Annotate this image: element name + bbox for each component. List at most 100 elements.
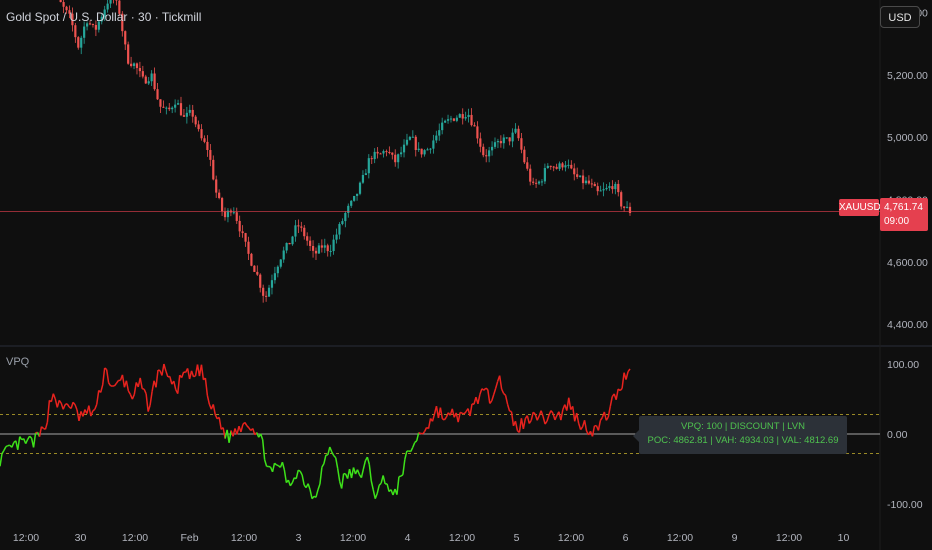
vpq-segment bbox=[378, 482, 382, 486]
candle-body bbox=[121, 13, 124, 32]
vpq-info-line-2: POC: 4862.81 | VAH: 4934.03 | VAL: 4812.… bbox=[647, 435, 839, 446]
candle bbox=[573, 163, 576, 181]
vpq-segment bbox=[78, 411, 82, 421]
chart-title[interactable]: Gold Spot / U.S. Dollar · 30 · Tickmill bbox=[6, 10, 202, 24]
vpq-axis-labels: 100.00 0.00 -100.00 bbox=[887, 359, 923, 511]
candle bbox=[273, 266, 277, 284]
vpq-info-box: VPQ: 100 | DISCOUNT | LVN POC: 4862.81 |… bbox=[639, 416, 847, 454]
vpq-segment bbox=[382, 475, 386, 485]
candle bbox=[590, 178, 593, 188]
vpq-segment bbox=[481, 388, 485, 391]
candle bbox=[176, 99, 180, 105]
candle-body bbox=[423, 150, 426, 155]
time-axis-label: 12:00 bbox=[449, 532, 475, 544]
candle-body bbox=[470, 114, 473, 126]
candle-body bbox=[573, 168, 576, 175]
vpq-segment bbox=[268, 465, 271, 468]
candle-body bbox=[358, 182, 362, 194]
currency-button[interactable]: USD bbox=[880, 6, 920, 28]
vpq-segment bbox=[139, 377, 143, 389]
vpq-segment bbox=[546, 414, 550, 422]
candle bbox=[435, 130, 438, 144]
candle bbox=[608, 182, 611, 191]
candle bbox=[262, 284, 265, 303]
candle bbox=[625, 201, 629, 209]
vpq-segment bbox=[372, 489, 376, 499]
vpq-segment bbox=[340, 473, 345, 489]
candle-body bbox=[250, 253, 253, 266]
vpq-segment bbox=[40, 426, 44, 430]
vpq-segment bbox=[32, 432, 37, 448]
candle-body bbox=[596, 186, 599, 192]
vpq-segment bbox=[74, 404, 78, 411]
vpq-segment bbox=[1, 449, 5, 455]
candle bbox=[232, 207, 235, 215]
candle bbox=[182, 109, 186, 118]
vpq-segment bbox=[597, 420, 602, 431]
candle bbox=[171, 106, 174, 114]
candle-body bbox=[168, 107, 171, 110]
candle bbox=[135, 62, 139, 75]
vpq-segment bbox=[500, 388, 505, 394]
candle-body bbox=[332, 239, 335, 252]
vpq-segment bbox=[443, 416, 447, 421]
candle bbox=[379, 152, 382, 155]
candle-body bbox=[176, 103, 180, 105]
vpq-segment bbox=[301, 474, 305, 486]
candle bbox=[385, 149, 388, 157]
vpq-segment bbox=[92, 408, 96, 412]
candle-body bbox=[508, 137, 511, 142]
candle bbox=[212, 155, 215, 181]
candle-body bbox=[576, 174, 579, 177]
candle-body bbox=[238, 220, 241, 232]
vpq-segment bbox=[536, 415, 540, 421]
vpq-segment bbox=[104, 367, 108, 371]
vpq-segment bbox=[0, 453, 3, 467]
vpq-segment bbox=[621, 372, 625, 389]
candle-body bbox=[605, 187, 608, 190]
candle-body bbox=[182, 115, 186, 117]
candle bbox=[267, 284, 271, 297]
candle-body bbox=[241, 231, 244, 234]
candle-body bbox=[218, 192, 221, 199]
vpq-segment bbox=[115, 379, 120, 384]
candle-body bbox=[482, 146, 485, 156]
candle-body bbox=[74, 25, 77, 38]
candle bbox=[100, 14, 103, 25]
vpq-segment bbox=[259, 433, 264, 440]
candle bbox=[353, 195, 356, 202]
vpq-segment bbox=[38, 426, 43, 437]
candle-body bbox=[479, 138, 482, 147]
vpq-segment bbox=[3, 446, 7, 451]
candle bbox=[505, 137, 508, 140]
price-axis-label: 5,000.00 bbox=[887, 132, 928, 144]
vpq-segment bbox=[35, 431, 38, 434]
candle bbox=[127, 41, 130, 65]
indicator-name[interactable]: VPQ bbox=[6, 356, 30, 368]
candle bbox=[388, 146, 391, 155]
candle-body bbox=[570, 164, 573, 169]
vpq-segment bbox=[408, 450, 411, 453]
candle-body bbox=[212, 159, 215, 180]
candle-body bbox=[141, 71, 144, 77]
vpq-segment bbox=[617, 388, 621, 392]
candle-body bbox=[608, 186, 611, 188]
candle bbox=[397, 153, 400, 169]
vpq-segment bbox=[96, 390, 100, 405]
candle bbox=[94, 20, 97, 37]
candle-body bbox=[226, 210, 230, 218]
vpq-segment bbox=[461, 412, 465, 415]
candle-body bbox=[379, 153, 382, 155]
candle-body bbox=[276, 266, 279, 274]
vpq-segment bbox=[206, 395, 211, 405]
candle bbox=[479, 132, 482, 153]
vpq-segment bbox=[518, 418, 523, 433]
candle bbox=[250, 252, 253, 267]
candle-body bbox=[391, 152, 394, 155]
time-axis-label: 30 bbox=[75, 532, 87, 544]
vpq-segment bbox=[311, 495, 315, 500]
vpq-segment bbox=[530, 412, 534, 421]
candle bbox=[88, 20, 92, 26]
candle bbox=[611, 180, 614, 194]
